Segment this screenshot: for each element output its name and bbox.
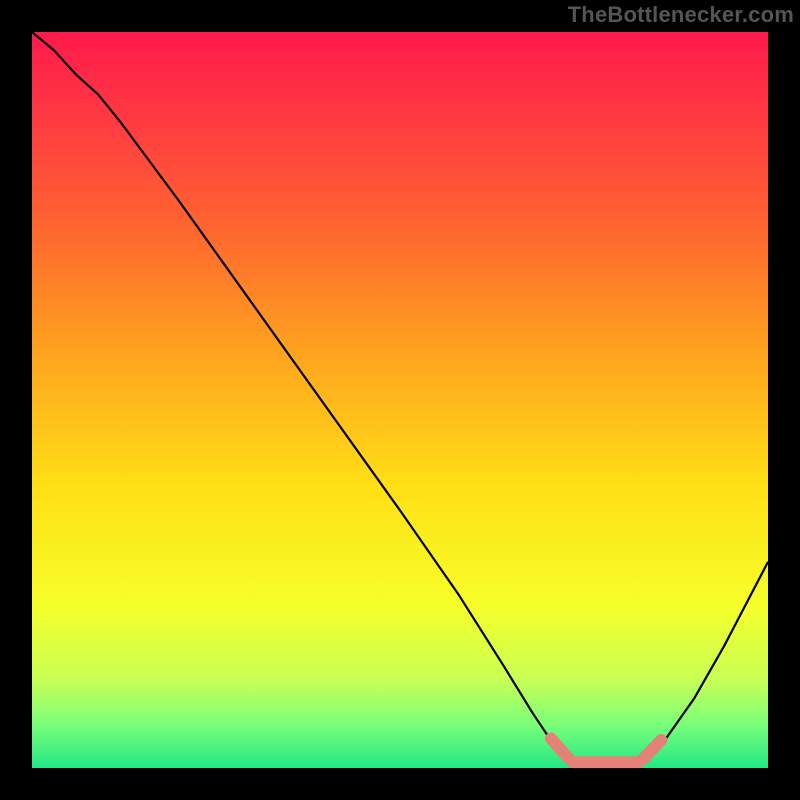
- bottleneck-curve-chart: [0, 0, 800, 800]
- attribution-label: TheBottlenecker.com: [568, 2, 794, 28]
- plot-background: [32, 32, 768, 768]
- chart-stage: TheBottlenecker.com: [0, 0, 800, 800]
